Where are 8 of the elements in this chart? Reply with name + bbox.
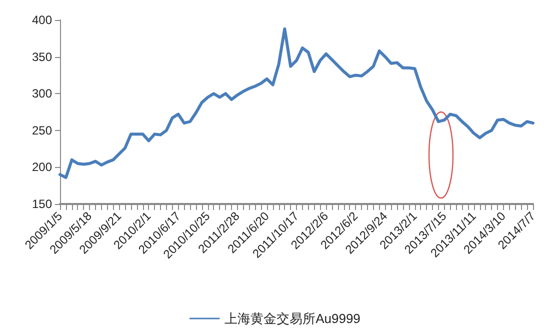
y-tick-label: 400 [32,13,52,27]
line-series [58,27,534,180]
y-tick-label: 250 [32,123,52,138]
y-tick-label: 150 [32,197,52,211]
y-tick-label: 350 [32,50,52,64]
y-tick-label: 300 [32,86,52,101]
legend-label: 上海黄金交易所Au9999 [224,311,360,326]
y-tick-label: 200 [32,160,52,174]
